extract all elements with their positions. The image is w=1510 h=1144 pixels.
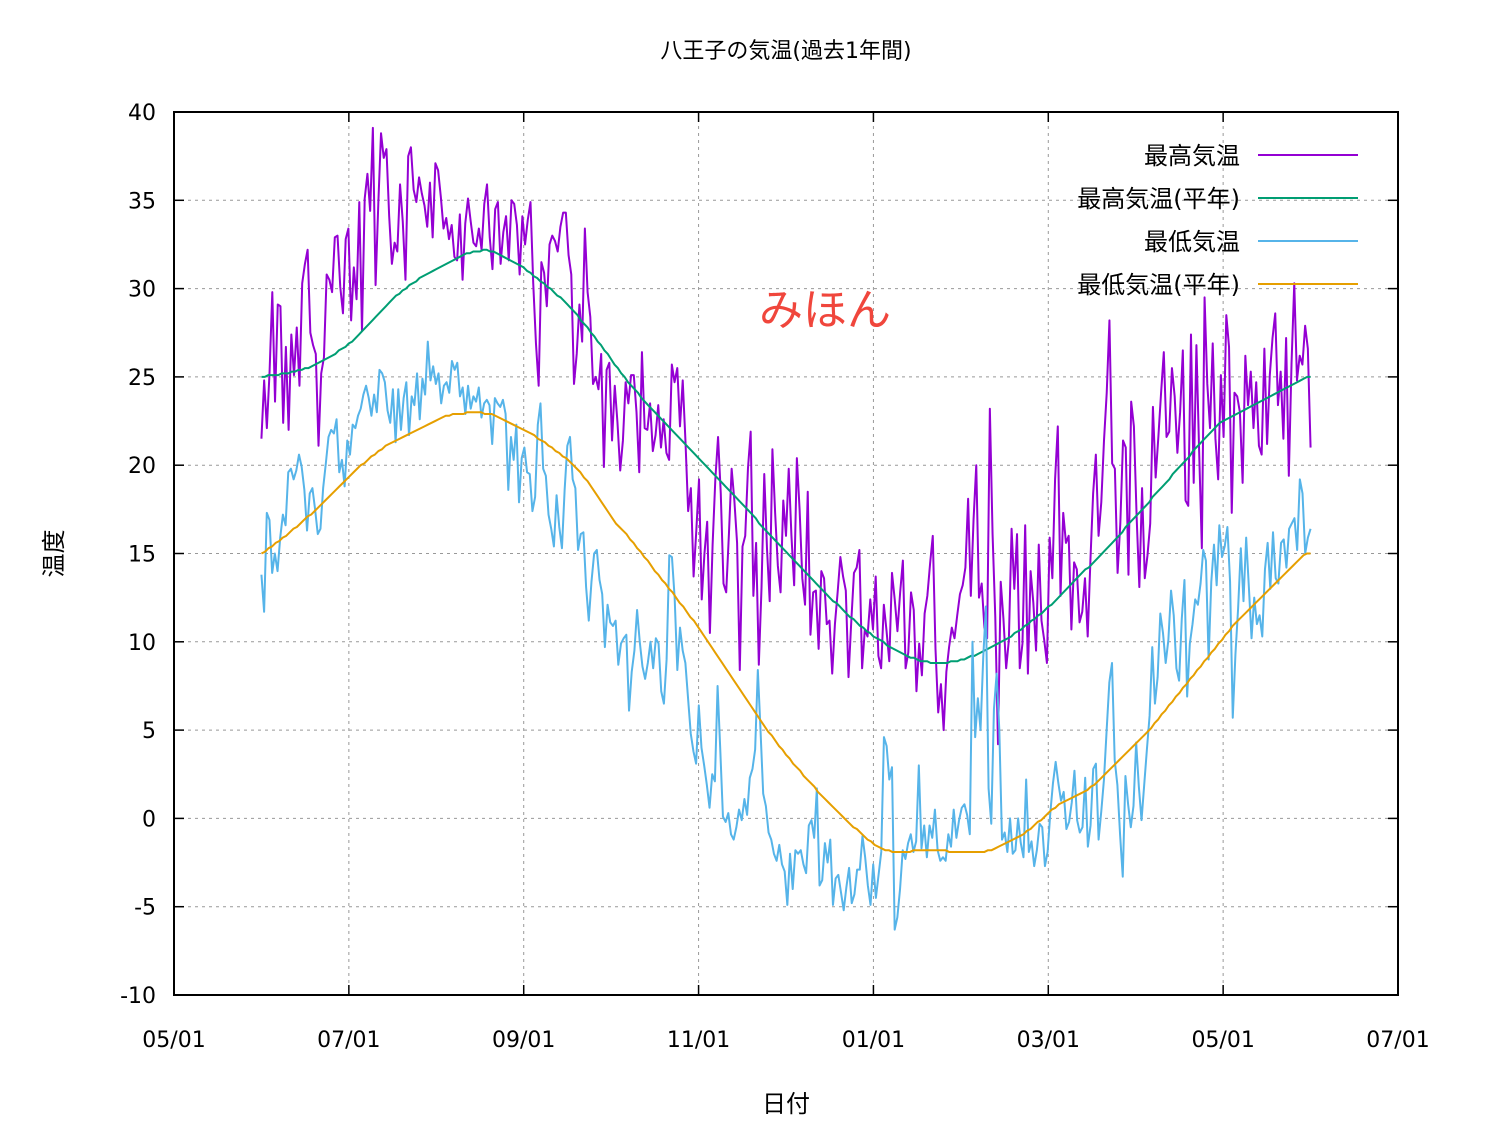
series-line-0 — [260, 126, 1312, 746]
x-tick-label: 05/01 — [142, 1028, 205, 1053]
x-tick-label: 11/01 — [667, 1028, 730, 1053]
legend-label-2: 最低気温 — [1144, 228, 1240, 256]
x-tick-label: 07/01 — [1366, 1028, 1429, 1053]
y-tick-label: 20 — [128, 454, 156, 479]
y-tick-label: 25 — [128, 366, 156, 391]
series-line-3 — [260, 411, 1311, 853]
y-tick-label: 5 — [142, 719, 156, 744]
y-tick-label: -10 — [120, 984, 156, 1009]
x-axis-title: 日付 — [762, 1090, 810, 1118]
legend-label-1: 最高気温(平年) — [1077, 185, 1240, 213]
y-tick-label: 0 — [142, 807, 156, 832]
y-axis-title: 温度 — [40, 530, 68, 578]
x-tick-label: 03/01 — [1017, 1028, 1080, 1053]
x-tick-label: 01/01 — [842, 1028, 905, 1053]
y-tick-label: -5 — [134, 896, 156, 921]
grid-layer — [174, 112, 1398, 995]
series-layer — [260, 126, 1312, 931]
watermark-annotation: みほん — [759, 285, 891, 336]
y-tick-label: 10 — [128, 631, 156, 656]
y-tick-label: 40 — [128, 101, 156, 126]
tick-layer: 40 35 30 25 20 15 10 5 0 -5 -10 05/01 07/01 09/01 11/0… — [120, 101, 1430, 1053]
x-tick-label: 07/01 — [317, 1028, 380, 1053]
y-tick-label: 30 — [128, 278, 156, 303]
legend-label-3: 最低気温(平年) — [1077, 271, 1240, 299]
series-line-1 — [261, 248, 1311, 664]
legend-label-0: 最高気温 — [1144, 142, 1240, 170]
chart-title: 八王子の気温(過去1年間) — [660, 39, 911, 64]
y-tick-label: 35 — [128, 189, 156, 214]
x-tick-label: 09/01 — [492, 1028, 555, 1053]
x-tick-label: 05/01 — [1191, 1028, 1254, 1053]
y-tick-label: 15 — [128, 543, 156, 568]
series-line-2 — [260, 340, 1312, 931]
